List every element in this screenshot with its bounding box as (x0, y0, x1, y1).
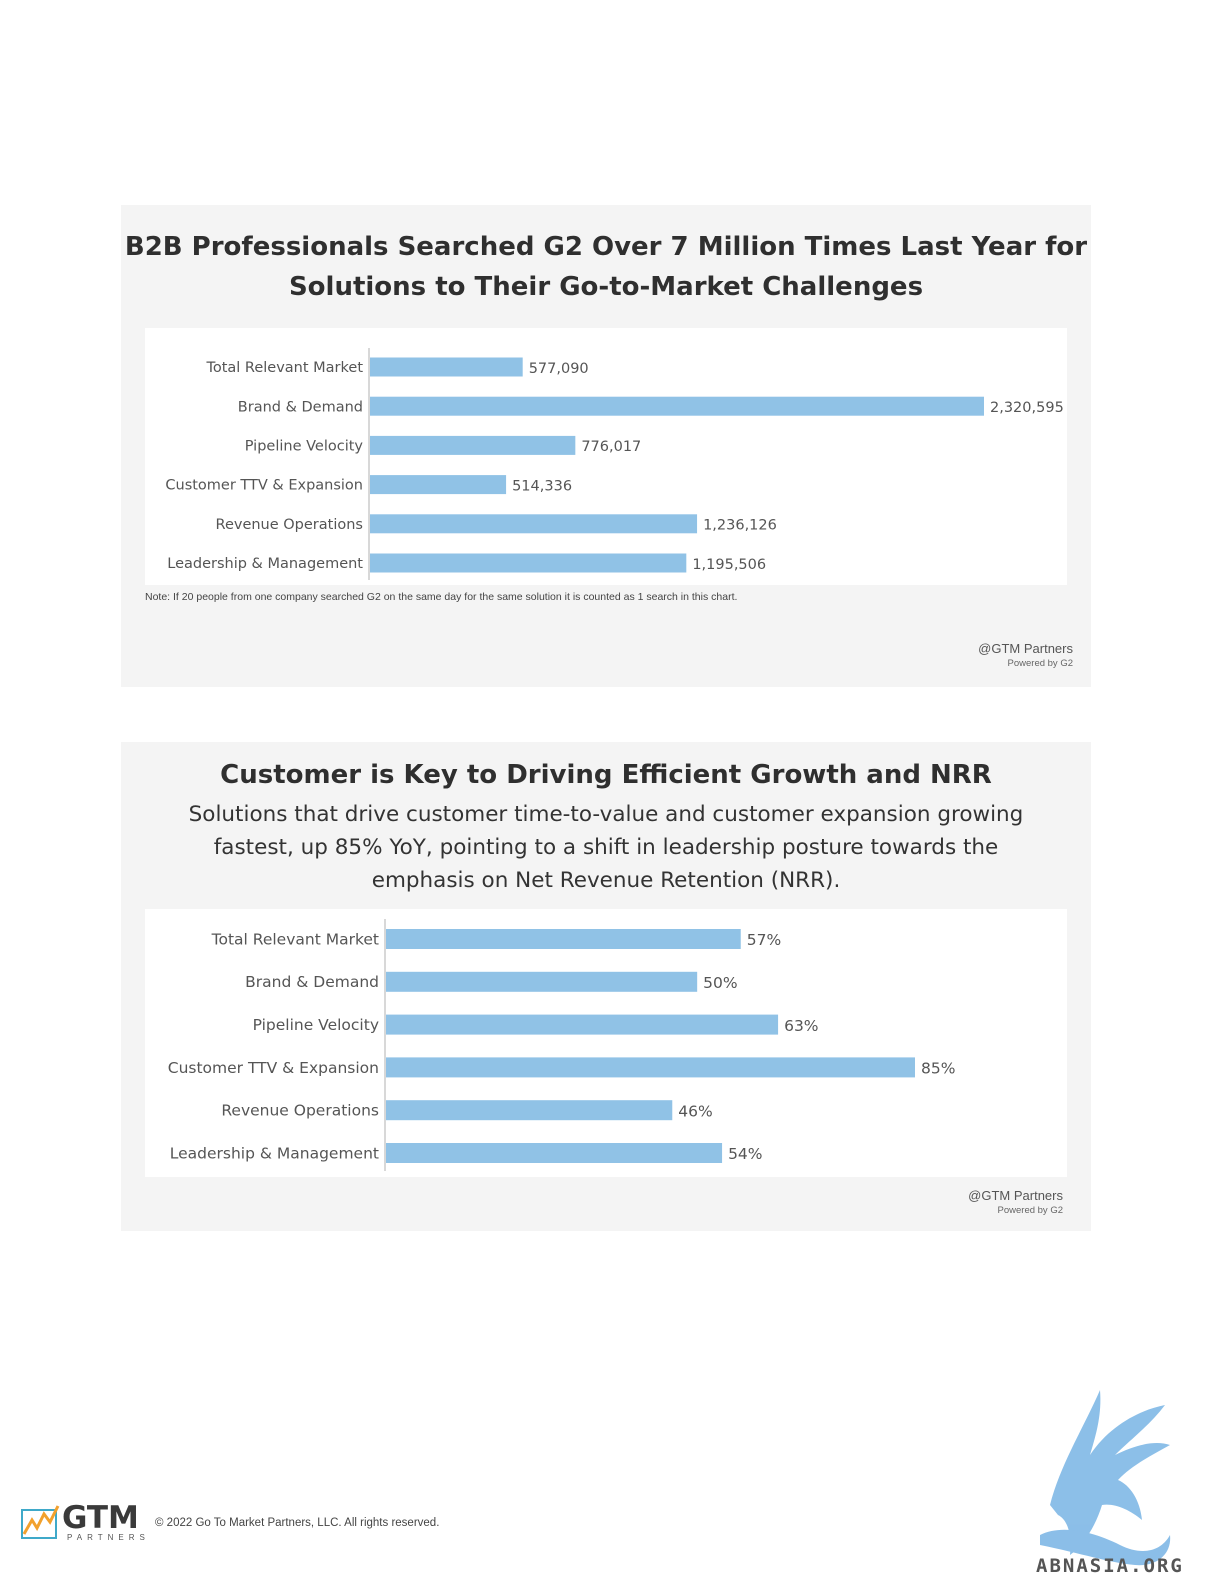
category-label: Revenue Operations (216, 517, 363, 533)
growth-bar-chart: Total Relevant Market 57% Brand & Demand 50… (168, 919, 955, 1171)
copyright-text: © 2022 Go To Market Partners, LLC. All r… (155, 1517, 440, 1529)
category-label: Total Relevant Market (211, 930, 379, 948)
category-label: Leadership & Management (170, 1144, 379, 1162)
bar (370, 514, 698, 534)
chart-credit: @GTM Partners Powered by G2 (978, 641, 1073, 669)
gtm-partners-logo: GTM PARTNERS (20, 1500, 145, 1546)
data-label: 50% (703, 974, 737, 992)
data-label: 63% (784, 1017, 818, 1035)
growth-chart-icon (21, 1505, 60, 1539)
category-label: Customer TTV & Expansion (168, 1059, 379, 1077)
bar (386, 1100, 673, 1121)
growth-chart: Total Relevant Market 57% Brand & Demand 50… (145, 909, 1067, 1177)
category-label: Brand & Demand (238, 399, 363, 415)
data-label: 46% (678, 1102, 712, 1120)
bar (386, 929, 741, 949)
bar (386, 971, 698, 992)
data-label: 776,017 (581, 439, 641, 455)
category-label: Pipeline Velocity (245, 438, 364, 454)
credit-powered: Powered by G2 (1007, 658, 1073, 669)
chart-title: Customer is Key to Driving Efficient Gro… (220, 760, 992, 790)
bar (370, 396, 984, 416)
data-label: 54% (728, 1145, 762, 1163)
logo-text: GTM (62, 1500, 139, 1536)
chart-credit: @GTM Partners Powered by G2 (968, 1188, 1063, 1216)
data-label: 514,336 (512, 478, 572, 494)
category-label: Customer TTV & Expansion (165, 478, 363, 494)
category-label: Leadership & Management (167, 556, 363, 572)
bar (370, 435, 576, 455)
chart-note: Note: If 20 people from one company sear… (145, 591, 738, 603)
bar (386, 1057, 915, 1078)
credit-powered: Powered by G2 (997, 1205, 1063, 1216)
chart-title-line2: Solutions to Their Go-to-Market Challeng… (288, 272, 924, 302)
credit-gtm: @GTM Partners (978, 641, 1073, 656)
data-label: 57% (747, 931, 781, 949)
chart-subtitle: Solutions that drive customer time-to-va… (188, 802, 1024, 893)
data-label: 85% (921, 1060, 955, 1078)
griffin-watermark-icon (1040, 1390, 1171, 1566)
category-label: Brand & Demand (245, 973, 379, 991)
category-label: Revenue Operations (221, 1102, 379, 1120)
search-volume-panel: B2B Professionals Searched G2 Over 7 Mil… (121, 205, 1091, 687)
watermark-text: ABNASIA.ORG (1036, 1555, 1184, 1577)
bar (386, 1143, 723, 1163)
data-label: 577,090 (529, 361, 589, 377)
growth-panel: Customer is Key to Driving Efficient Gro… (121, 742, 1091, 1231)
category-label: Total Relevant Market (205, 360, 363, 376)
data-label: 2,320,595 (990, 400, 1064, 416)
logo-subtext: PARTNERS (67, 1533, 150, 1542)
search-volume-chart: Total Relevant Market 577,090 Brand & Dema… (145, 328, 1067, 585)
bar (370, 475, 507, 495)
category-label: Pipeline Velocity (253, 1016, 379, 1034)
credit-gtm: @GTM Partners (968, 1188, 1063, 1203)
bar (370, 553, 687, 573)
chart-title: B2B Professionals Searched G2 Over 7 Mil… (121, 227, 1091, 307)
bar (370, 357, 523, 377)
data-label: 1,236,126 (703, 518, 777, 534)
search-volume-bar-chart: Total Relevant Market 577,090 Brand & Dema… (165, 348, 1064, 580)
chart-title-line1: B2B Professionals Searched G2 Over 7 Mil… (124, 232, 1088, 262)
bar (386, 1014, 779, 1035)
data-label: 1,195,506 (692, 557, 766, 573)
